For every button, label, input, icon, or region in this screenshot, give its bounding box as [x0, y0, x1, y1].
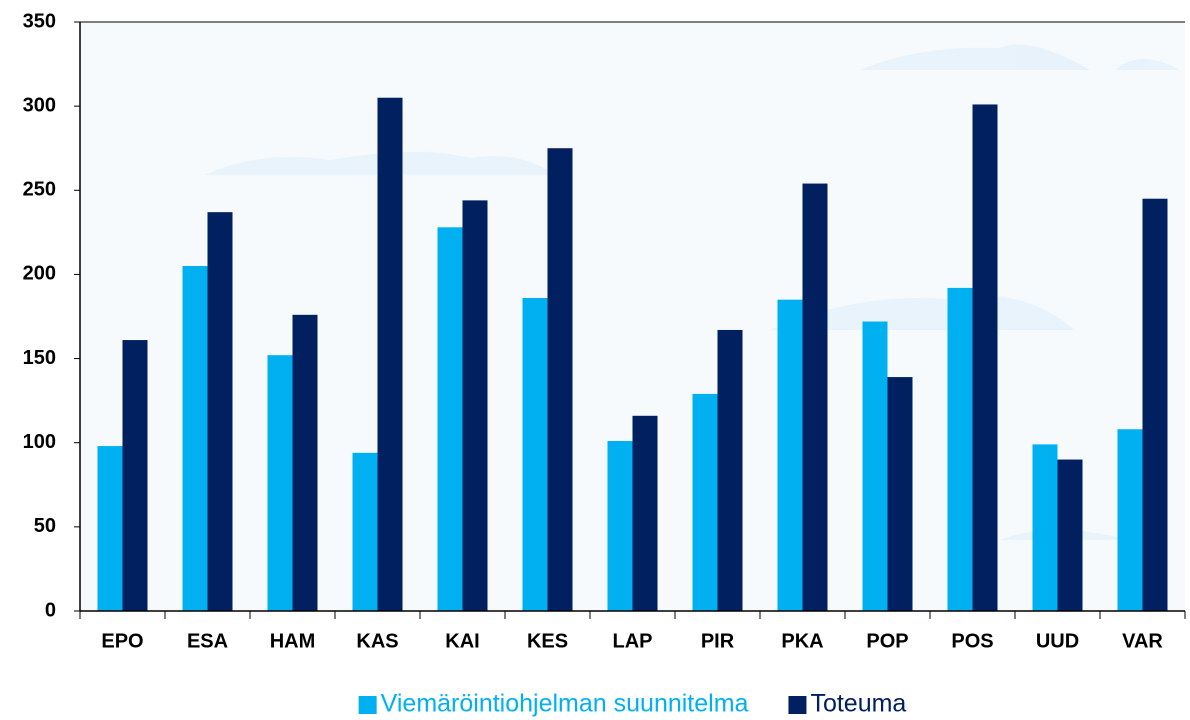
y-tick-label: 300 — [23, 94, 56, 116]
bar — [292, 314, 318, 611]
x-tick-label: PIR — [701, 630, 735, 652]
x-tick-label: POS — [951, 630, 993, 652]
bar — [547, 148, 573, 611]
y-tick-label: 250 — [23, 179, 56, 201]
y-tick-label: 200 — [23, 263, 56, 285]
bar — [182, 266, 208, 611]
bar — [777, 299, 803, 611]
y-tick-label: 350 — [23, 10, 56, 32]
bar — [862, 321, 888, 611]
x-tick-label: VAR — [1122, 630, 1163, 652]
legend-swatch — [358, 696, 377, 714]
bar — [1142, 198, 1168, 611]
x-tick-label: HAM — [270, 630, 316, 652]
y-tick-label: 50 — [34, 515, 56, 537]
x-tick-label: EPO — [101, 630, 143, 652]
bar — [122, 340, 148, 611]
bar — [692, 393, 718, 611]
bar — [947, 287, 973, 611]
bar — [462, 200, 488, 611]
x-tick-label: PKA — [781, 630, 823, 652]
bar — [802, 183, 828, 611]
x-tick-label: KES — [527, 630, 568, 652]
bar — [717, 329, 743, 611]
x-tick-label: POP — [866, 630, 908, 652]
legend-label: Viemäröintiohjelman suunnitelma — [381, 690, 749, 718]
bar — [377, 97, 403, 611]
y-tick-label: 0 — [45, 599, 56, 621]
x-tick-label: LAP — [613, 630, 653, 652]
bar — [1117, 429, 1143, 611]
bar — [522, 297, 548, 611]
bar — [607, 441, 633, 611]
bar — [632, 415, 658, 611]
x-tick-label: UUD — [1036, 630, 1079, 652]
x-tick-label: KAI — [445, 630, 479, 652]
bar — [97, 446, 123, 611]
bar — [437, 227, 463, 611]
x-tick-label: ESA — [187, 630, 228, 652]
bar — [1057, 459, 1083, 611]
legend-swatch — [788, 696, 807, 714]
bar — [1032, 444, 1058, 611]
bar — [887, 377, 913, 611]
y-tick-label: 150 — [23, 347, 56, 369]
bar — [352, 452, 378, 611]
x-tick-label: KAS — [356, 630, 398, 652]
bar — [972, 104, 998, 612]
legend-label: Toteuma — [810, 690, 906, 718]
y-tick-label: 100 — [23, 431, 56, 453]
bar — [267, 355, 293, 611]
bar — [207, 212, 233, 612]
